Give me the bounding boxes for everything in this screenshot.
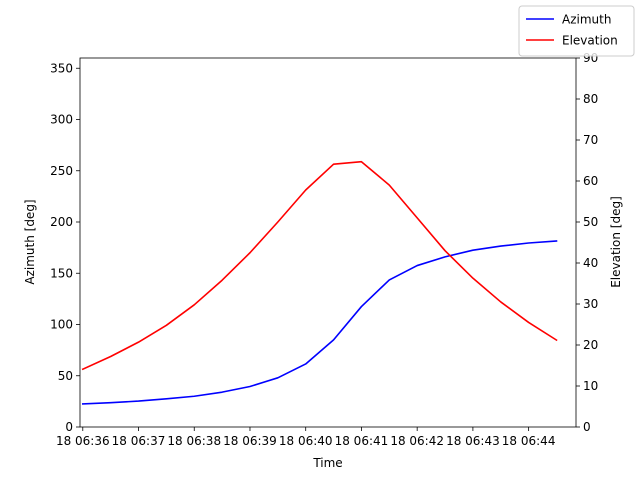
y-right-tick-label: 70 [583,133,598,147]
y-left-tick-label: 50 [58,369,73,383]
x-tick-label: 18 06:43 [446,434,500,448]
y-right-tick-label: 50 [583,215,598,229]
frame-layer [79,57,577,428]
y-left-tick-label: 250 [50,164,73,178]
y-left-tick-label: 300 [50,113,73,127]
y-left-tick-label: 350 [50,61,73,75]
x-tick-label: 18 06:41 [335,434,389,448]
x-tick-label: 18 06:36 [56,434,110,448]
y-right-tick-label: 20 [583,338,598,352]
y-axis-right-label: Elevation [deg] [609,196,623,288]
y-left-tick-label: 0 [65,420,73,434]
y-right-tick-label: 40 [583,256,598,270]
legend-label-azimuth: Azimuth [562,13,611,27]
y-right-tick-label: 60 [583,174,598,188]
x-tick-label: 18 06:40 [279,434,333,448]
legend-label-elevation: Elevation [562,34,618,48]
x-axis-label: Time [312,456,342,470]
x-tick-label: 18 06:44 [502,434,556,448]
x-tick-label: 18 06:37 [112,434,166,448]
series-layer [81,160,558,405]
x-tick-label: 18 06:42 [390,434,444,448]
plot-frame [79,57,577,428]
y-axis-left-label: Azimuth [deg] [23,199,37,284]
y-left-tick-label: 200 [50,215,73,229]
y-left-tick-label: 150 [50,266,73,280]
axes-layer: 0501001502002503003500102030405060708090… [50,51,598,448]
y-right-tick-label: 10 [583,379,598,393]
y-right-tick-label: 80 [583,92,598,106]
x-tick-label: 18 06:38 [167,434,221,448]
legend: Azimuth Elevation [518,5,635,57]
x-tick-label: 18 06:39 [223,434,277,448]
series-line-elevation [81,160,558,371]
y-right-tick-label: 30 [583,297,598,311]
y-right-tick-label: 0 [583,420,591,434]
y-left-tick-label: 100 [50,318,73,332]
series-line-azimuth [81,240,558,405]
